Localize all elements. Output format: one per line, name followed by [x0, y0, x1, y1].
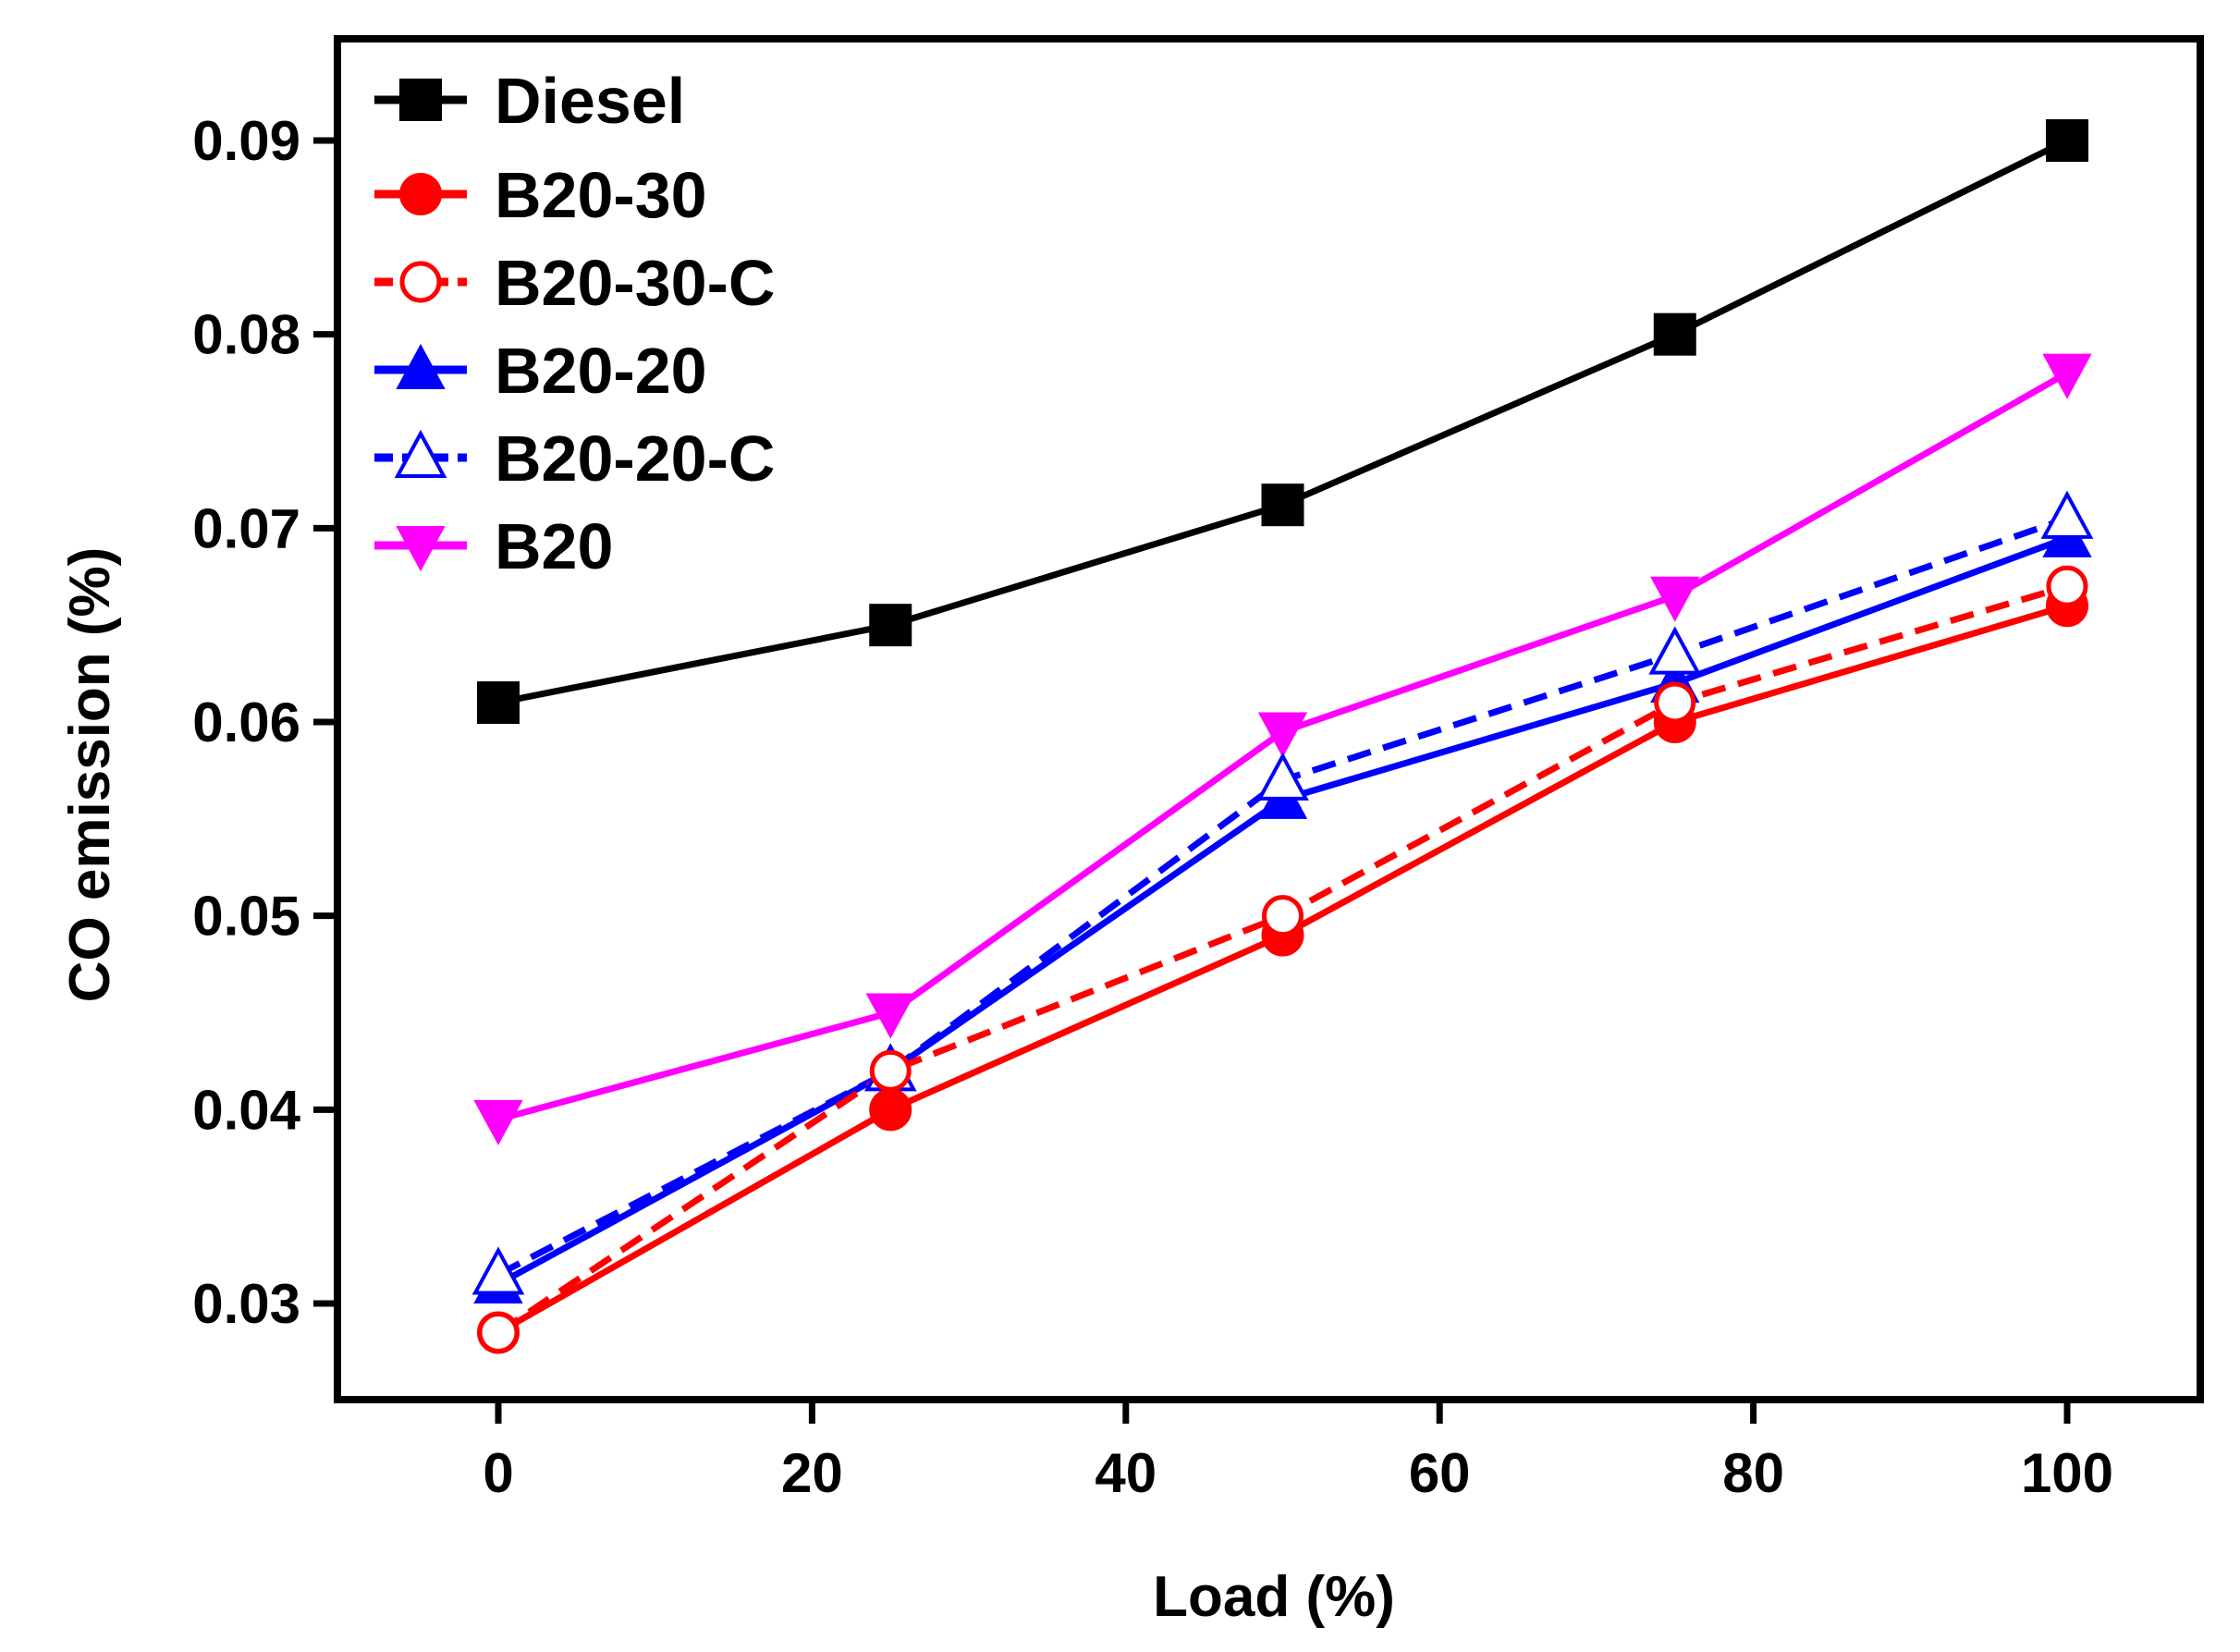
- legend-item-b20-30-c: B20-30-C: [374, 247, 775, 319]
- x-tick-label: 80: [1722, 1442, 1784, 1504]
- y-tick-label: 0.07: [192, 497, 300, 559]
- legend-label: B20-30-C: [495, 247, 775, 319]
- legend-label: B20: [495, 510, 613, 582]
- legend-marker: [399, 261, 442, 303]
- y-tick-label: 0.06: [192, 691, 300, 753]
- legend-label: B20-20-C: [495, 422, 775, 495]
- data-point-b20-30: [869, 1088, 912, 1132]
- y-tick-label: 0.09: [192, 110, 300, 172]
- data-point-b20-30-c: [1262, 895, 1304, 937]
- data-point-b20: [1650, 576, 1700, 622]
- legend-label: B20-30: [495, 159, 707, 231]
- legend-item-diesel: Diesel: [374, 65, 685, 137]
- data-point-b20-20-c: [1256, 752, 1309, 801]
- x-tick-label: 100: [2021, 1442, 2113, 1504]
- data-point-b20-20-c: [2040, 490, 2094, 539]
- legend-marker: [396, 526, 446, 572]
- legend-item-b20-20-c: B20-20-C: [374, 422, 775, 495]
- data-point-b20-30-c: [1654, 681, 1696, 724]
- y-tick-label: 0.03: [192, 1273, 300, 1335]
- data-point-b20: [1257, 712, 1308, 758]
- legend-marker: [394, 429, 447, 478]
- y-axis: 0.03 0.04 0.05 0.06 0.07 0.08 0.09: [192, 110, 337, 1335]
- x-tick-label: 20: [781, 1442, 843, 1504]
- legend: Diesel B20-30 B20-30-C B20-20 B20-20-C B20: [374, 65, 775, 582]
- data-point-b20: [473, 1099, 523, 1145]
- y-tick-label: 0.08: [192, 304, 300, 366]
- data-point-b20-20-c: [471, 1246, 525, 1295]
- data-point-b20: [865, 993, 915, 1039]
- legend-label: B20-20: [495, 335, 707, 407]
- x-tick-label: 60: [1409, 1442, 1471, 1504]
- legend-label: Diesel: [495, 65, 685, 137]
- legend-item-b20-20: B20-20: [374, 335, 707, 407]
- legend-item-b20: B20: [374, 510, 613, 582]
- data-point-b20-30-c: [2046, 565, 2088, 607]
- data-point-diesel: [2046, 119, 2088, 162]
- data-point-b20-30-c: [869, 1049, 912, 1092]
- data-point-b20-20-c: [1648, 626, 1702, 675]
- legend-item-b20-30: B20-30: [374, 159, 707, 231]
- legend-marker: [399, 79, 442, 121]
- data-point-diesel: [869, 604, 912, 647]
- x-tick-label: 40: [1095, 1442, 1157, 1504]
- data-point-diesel: [477, 681, 520, 725]
- legend-marker: [396, 343, 446, 389]
- data-point-diesel: [1653, 312, 1696, 356]
- legend-marker: [399, 173, 442, 215]
- y-tick-label: 0.05: [192, 886, 300, 948]
- x-axis: 0 20 40 60 80 100: [483, 1400, 2113, 1504]
- x-axis-title: Load (%): [1153, 1565, 1395, 1629]
- data-point-b20-30-c: [477, 1311, 520, 1353]
- data-point-b20: [2042, 353, 2092, 399]
- series-layer: [471, 119, 2094, 1354]
- x-tick-label: 0: [483, 1442, 513, 1504]
- data-point-diesel: [1261, 483, 1304, 527]
- y-tick-label: 0.04: [192, 1079, 300, 1141]
- y-axis-title: CO emission (%): [58, 547, 122, 1003]
